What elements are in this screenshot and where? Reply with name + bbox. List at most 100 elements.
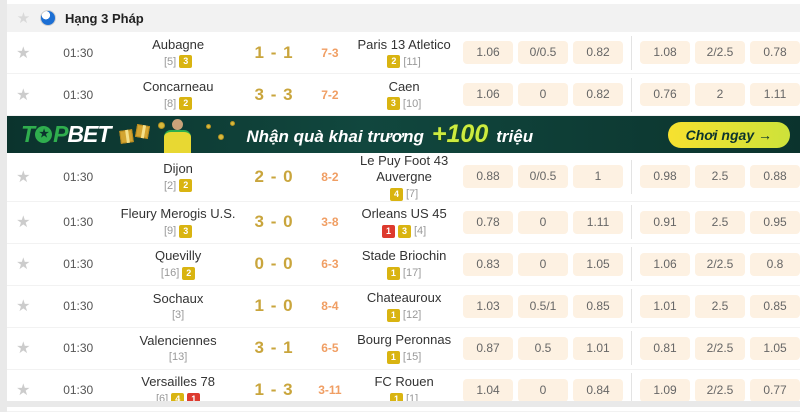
odd-button[interactable]: 0.81 (640, 336, 691, 360)
odd-button[interactable]: 0.84 (573, 378, 624, 402)
home-team[interactable]: Valenciennes [13] (117, 333, 240, 363)
odd-button[interactable]: 2/2.5 (695, 41, 746, 64)
odd-button[interactable]: 1.06 (463, 41, 514, 64)
away-team[interactable]: Paris 13 Atletico 2 [11] (351, 37, 457, 69)
favorite-star-icon[interactable]: ★ (16, 214, 31, 231)
player-graphic (110, 116, 240, 153)
odd-button[interactable]: 0.88 (463, 165, 514, 189)
away-team[interactable]: Caen 3 [10] (351, 79, 457, 111)
odd-button[interactable]: 0.82 (573, 83, 624, 106)
odds-divider (631, 159, 633, 194)
odd-button[interactable]: 1.01 (573, 336, 624, 360)
team-rank: [8] (163, 97, 177, 110)
odd-button[interactable]: 0.95 (750, 210, 800, 234)
coin-icon (218, 134, 225, 140)
odd-button[interactable]: 0.78 (463, 210, 514, 234)
away-team[interactable]: Stade Briochin 1 [17] (351, 248, 457, 280)
match-score: 0 - 0 (254, 254, 294, 273)
promo-banner[interactable]: T ★ P BET Nhận quà khai trương +100 triệu C… (7, 116, 800, 153)
odd-button[interactable]: 1.11 (573, 210, 624, 234)
away-team-stats: 2 [11] (351, 55, 457, 69)
team-rank: [13] (168, 351, 188, 364)
odd-button[interactable]: 0 (518, 83, 569, 106)
player-jersey (164, 130, 192, 153)
away-team-stats: 1 [12] (351, 308, 457, 322)
odd-button[interactable]: 1.01 (640, 294, 691, 318)
odd-button[interactable]: 1.06 (463, 83, 514, 106)
odd-button[interactable]: 0.5 (518, 336, 569, 360)
odd-button[interactable]: 2/2.5 (695, 252, 746, 276)
away-team[interactable]: Le Puy Foot 43 Auvergne 4 [7] (351, 153, 457, 201)
play-now-button[interactable]: Chơi ngay → (667, 121, 790, 148)
odd-button[interactable]: 2.5 (695, 165, 746, 189)
odd-button[interactable]: 2 (695, 83, 746, 106)
odd-button[interactable]: 0.85 (573, 294, 624, 318)
home-team[interactable]: Dijon [2] 2 (117, 161, 240, 193)
odd-button[interactable]: 1.08 (640, 41, 691, 64)
odd-button[interactable]: 0.5/1 (518, 294, 569, 318)
card-badge-yellow: 2 (179, 179, 193, 193)
odd-button[interactable]: 0.98 (640, 165, 691, 189)
league-favorite-star-icon[interactable]: ★ (16, 10, 31, 27)
odd-button[interactable]: 0 (518, 252, 569, 276)
odd-button[interactable]: 0.77 (750, 378, 800, 402)
odd-button[interactable]: 0.88 (750, 165, 800, 189)
odd-button[interactable]: 0/0.5 (518, 165, 569, 189)
odd-button[interactable]: 0 (518, 210, 569, 234)
odds-group: 0.83 0 1.05 1.06 2/2.5 0.8 (457, 247, 800, 281)
favorite-star-icon[interactable]: ★ (16, 168, 31, 186)
match-time: 01:30 (63, 45, 94, 60)
odd-button[interactable]: 1.05 (573, 252, 624, 276)
favorite-star-icon[interactable]: ★ (16, 340, 31, 357)
odd-button[interactable]: 1.11 (750, 83, 800, 106)
favorite-star-icon[interactable]: ★ (16, 382, 31, 399)
odd-button[interactable]: 2.5 (695, 294, 746, 318)
home-team-stats: [8] 2 (117, 97, 240, 111)
away-team[interactable]: Chateauroux 1 [12] (351, 290, 457, 322)
odd-button[interactable]: 0.78 (750, 41, 800, 64)
favorite-cell: ★ (7, 85, 40, 105)
odd-button[interactable]: 2.5 (695, 210, 746, 234)
home-team[interactable]: Quevilly [16] 2 (117, 248, 240, 280)
odd-button[interactable]: 0.83 (463, 252, 514, 276)
home-team[interactable]: Concarneau [8] 2 (117, 79, 240, 111)
odd-button[interactable]: 1.09 (640, 378, 691, 402)
home-team[interactable]: Aubagne [5] 3 (117, 37, 240, 69)
home-team[interactable]: Fleury Merogis U.S. [9] 3 (117, 206, 240, 238)
odd-button[interactable]: 1.03 (463, 294, 514, 318)
favorite-star-icon[interactable]: ★ (16, 86, 31, 104)
team-rank: [5] (163, 55, 177, 68)
logo-letter-p: P (53, 121, 68, 147)
home-team-stats: [13] (117, 351, 240, 363)
corner-score: 3-11 (318, 383, 342, 397)
odd-button[interactable]: 0.76 (640, 83, 691, 106)
favorite-star-icon[interactable]: ★ (16, 298, 31, 315)
card-badge-yellow: 4 (389, 187, 403, 201)
match-list-bottom: ★ 01:30 Dijon [2] 2 2 - 0 8-2 Le Puy Foot… (7, 153, 800, 412)
odds-group: 0.87 0.5 1.01 0.81 2/2.5 1.05 (457, 331, 800, 365)
home-team[interactable]: Sochaux [3] (117, 291, 240, 321)
odd-button[interactable]: 1.04 (463, 378, 514, 402)
odd-button[interactable]: 0.82 (573, 41, 624, 64)
odd-button[interactable]: 0.8 (750, 252, 800, 276)
odd-button[interactable]: 0.91 (640, 210, 691, 234)
away-team-stats: 3 [10] (351, 97, 457, 111)
favorite-star-icon[interactable]: ★ (16, 44, 31, 62)
odd-button[interactable]: 2/2.5 (695, 336, 746, 360)
coin-icon (158, 122, 166, 129)
home-team-stats: [16] 2 (117, 266, 240, 280)
odd-button[interactable]: 0/0.5 (518, 41, 569, 64)
league-icon (40, 10, 56, 26)
odd-button[interactable]: 0 (518, 378, 569, 402)
odd-button[interactable]: 1 (573, 165, 624, 189)
away-team[interactable]: Bourg Peronnas 1 [15] (351, 332, 457, 364)
match-list-top: ★ 01:30 Aubagne [5] 3 1 - 1 7-3 Paris 13 … (7, 32, 800, 116)
odd-button[interactable]: 1.05 (750, 336, 800, 360)
odd-button[interactable]: 0.87 (463, 336, 514, 360)
odd-button[interactable]: 1.06 (640, 252, 691, 276)
odd-button[interactable]: 2/2.5 (695, 378, 746, 402)
team-rank: [15] (402, 351, 422, 364)
away-team[interactable]: Orleans US 45 1 3 [4] (351, 206, 457, 238)
favorite-star-icon[interactable]: ★ (16, 256, 31, 273)
odd-button[interactable]: 0.85 (750, 294, 800, 318)
